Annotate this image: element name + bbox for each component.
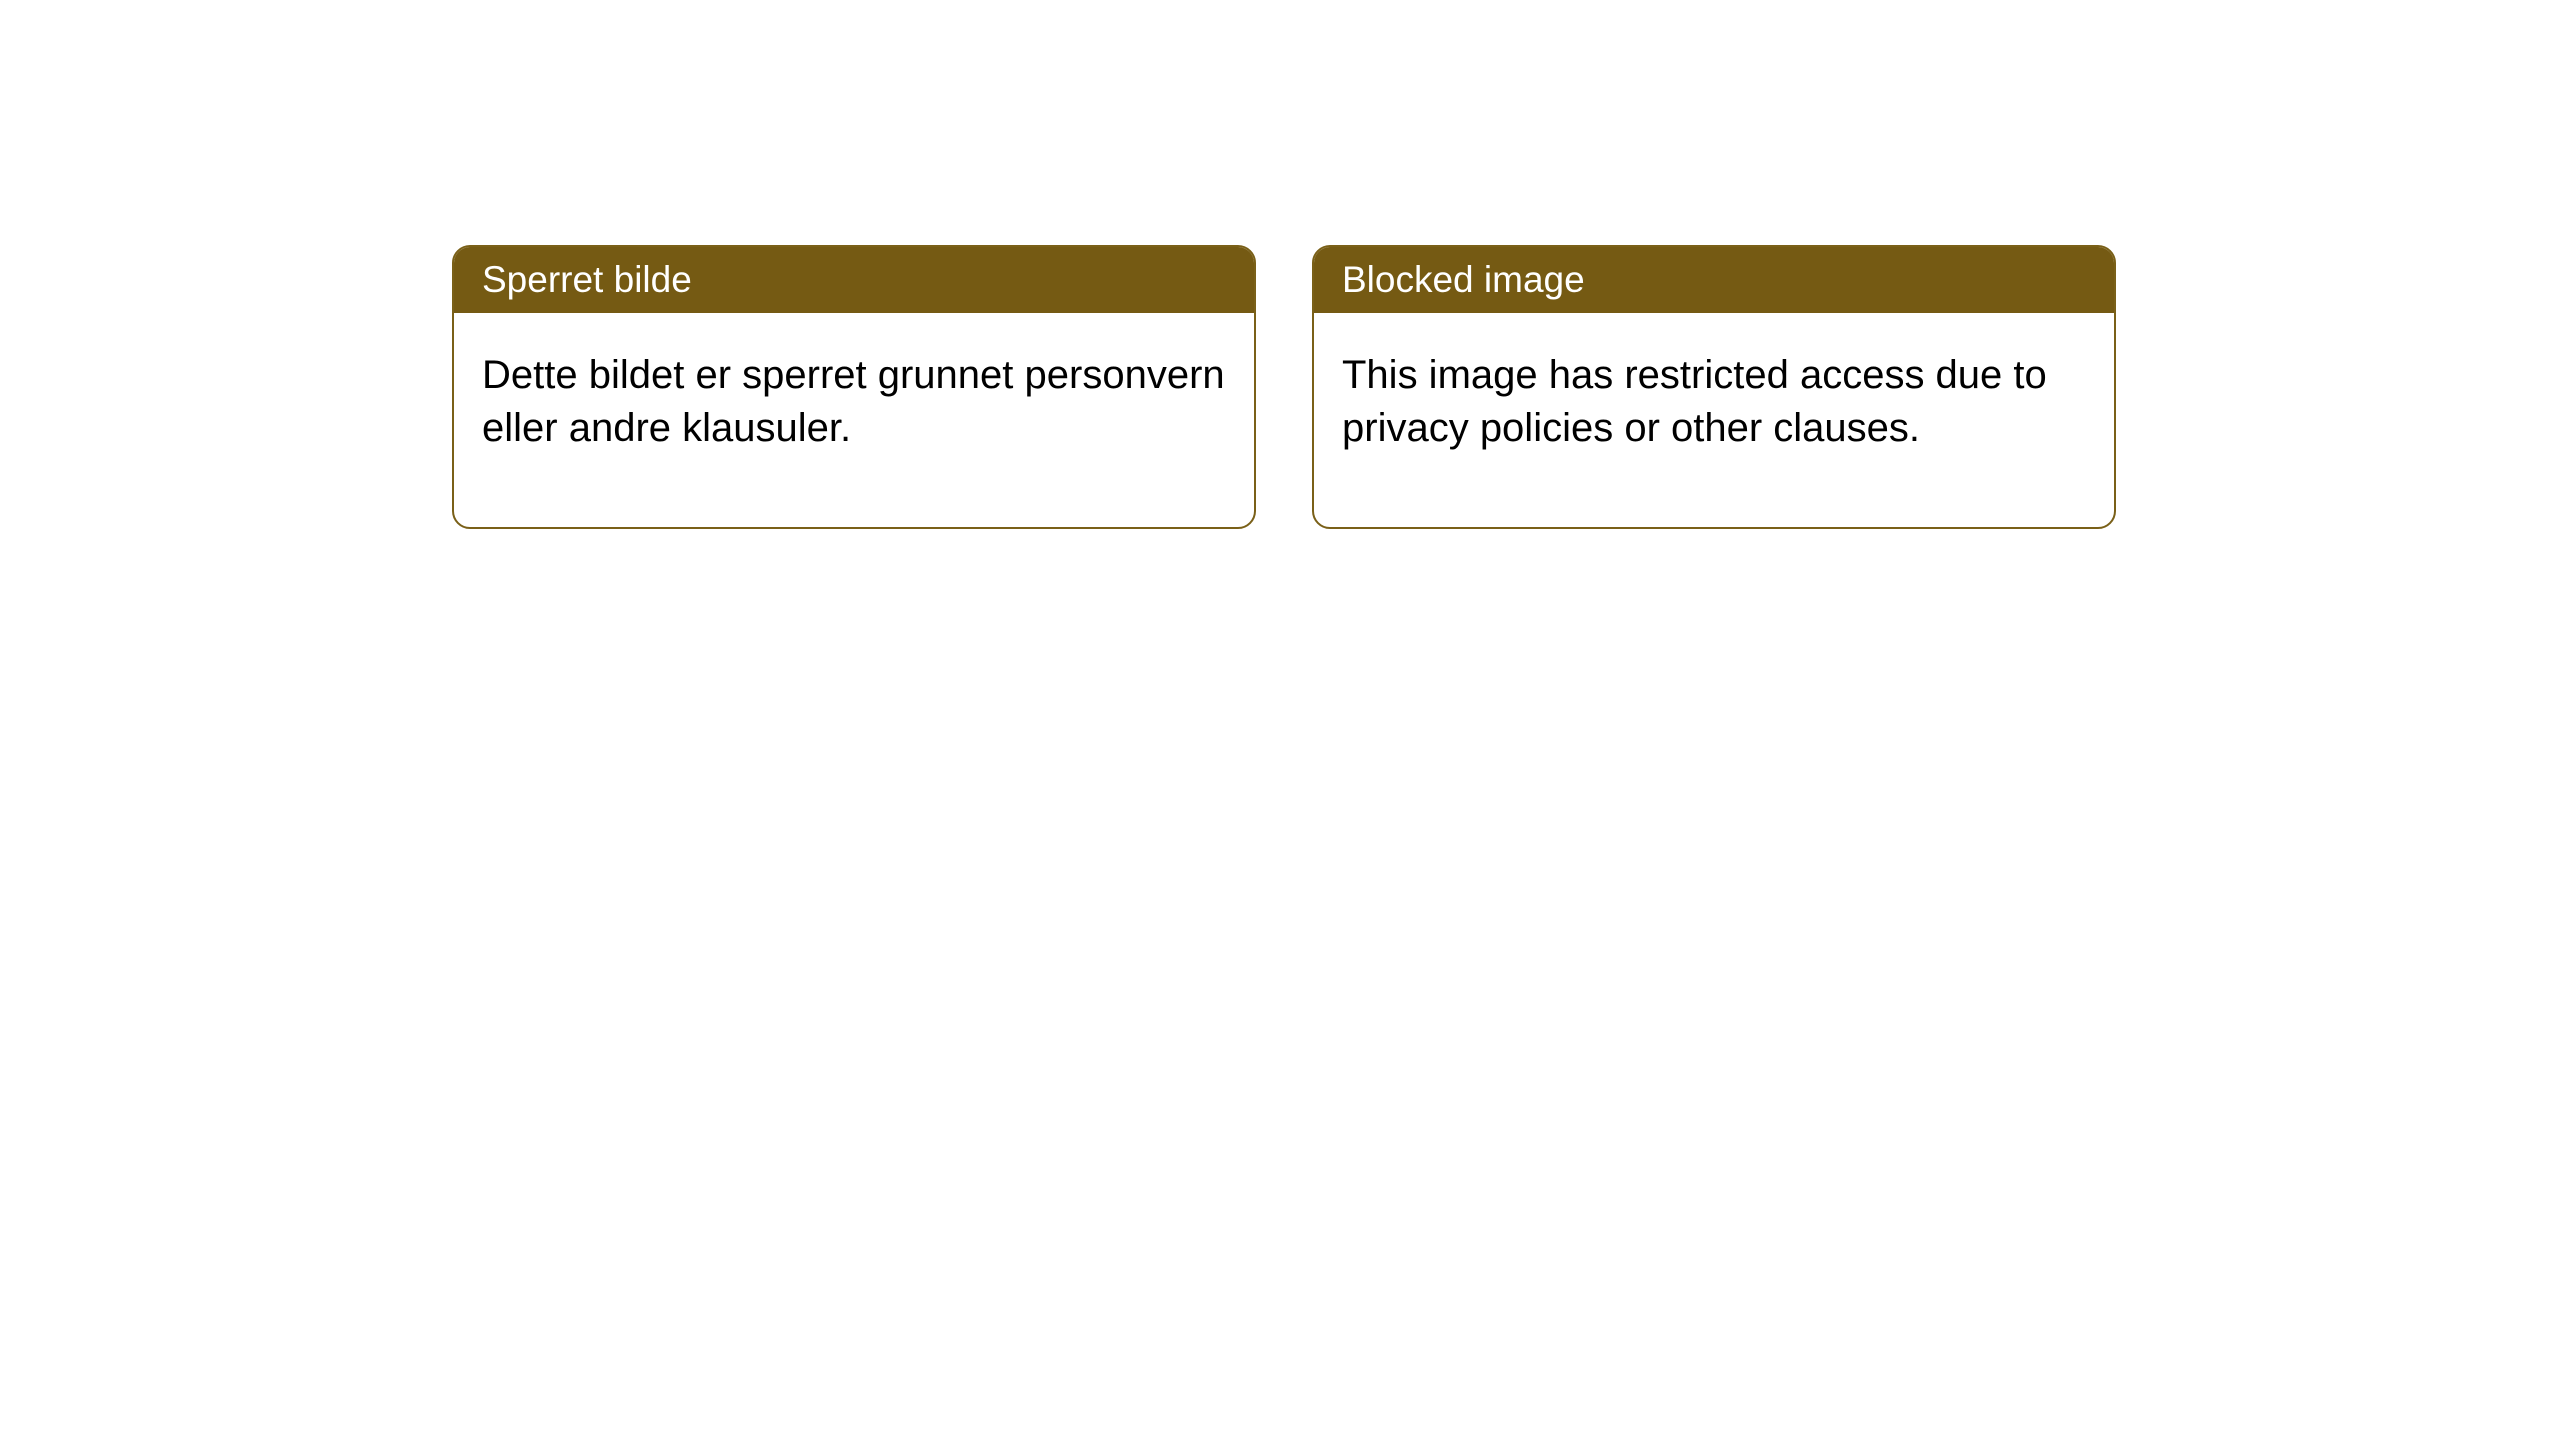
notice-container: Sperret bilde Dette bildet er sperret gr… <box>452 245 2116 529</box>
notice-card-english: Blocked image This image has restricted … <box>1312 245 2116 529</box>
notice-body: Dette bildet er sperret grunnet personve… <box>454 313 1254 527</box>
notice-title: Sperret bilde <box>454 247 1254 313</box>
notice-title: Blocked image <box>1314 247 2114 313</box>
notice-card-norwegian: Sperret bilde Dette bildet er sperret gr… <box>452 245 1256 529</box>
notice-body: This image has restricted access due to … <box>1314 313 2114 527</box>
